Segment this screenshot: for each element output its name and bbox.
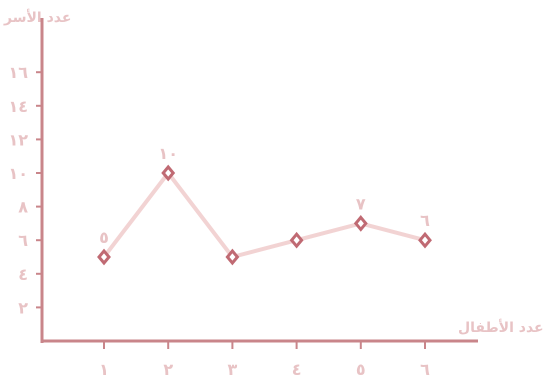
x-tick-label: ٢ [163, 360, 173, 379]
x-tick-label: ١ [99, 360, 109, 379]
y-tick-label: ٤ [18, 265, 28, 284]
x-tick-label: ٤ [292, 360, 302, 379]
x-tick-label: ٣ [228, 360, 238, 379]
data-point-marker [418, 231, 432, 249]
x-tick-label: ٦ [420, 360, 430, 379]
x-axis-title: عدد الأطفال [458, 319, 544, 336]
data-point-marker [353, 215, 368, 232]
data-label: ٥ [99, 228, 109, 247]
y-tick-label: ١٤ [8, 97, 28, 116]
data-point-marker [289, 231, 304, 249]
series-line [102, 171, 426, 259]
data-label: ٦ [420, 211, 430, 230]
y-tick-label: ٨ [18, 198, 28, 217]
y-axis-title: عدد الأسر [3, 9, 71, 26]
data-point-marker [97, 248, 111, 266]
x-tick-label: ٥ [356, 360, 366, 379]
data-label: ١٠ [158, 144, 178, 163]
y-tick-label: ٢ [18, 298, 28, 317]
y-tick-label: ١٢ [8, 130, 28, 149]
y-tick-label: ١٠ [8, 164, 28, 183]
y-tick-label: ٦ [18, 231, 28, 250]
data-label: ٧ [356, 194, 366, 213]
data-point-marker [161, 164, 176, 182]
y-tick-label: ١٦ [8, 63, 28, 82]
data-point-marker [225, 248, 240, 266]
